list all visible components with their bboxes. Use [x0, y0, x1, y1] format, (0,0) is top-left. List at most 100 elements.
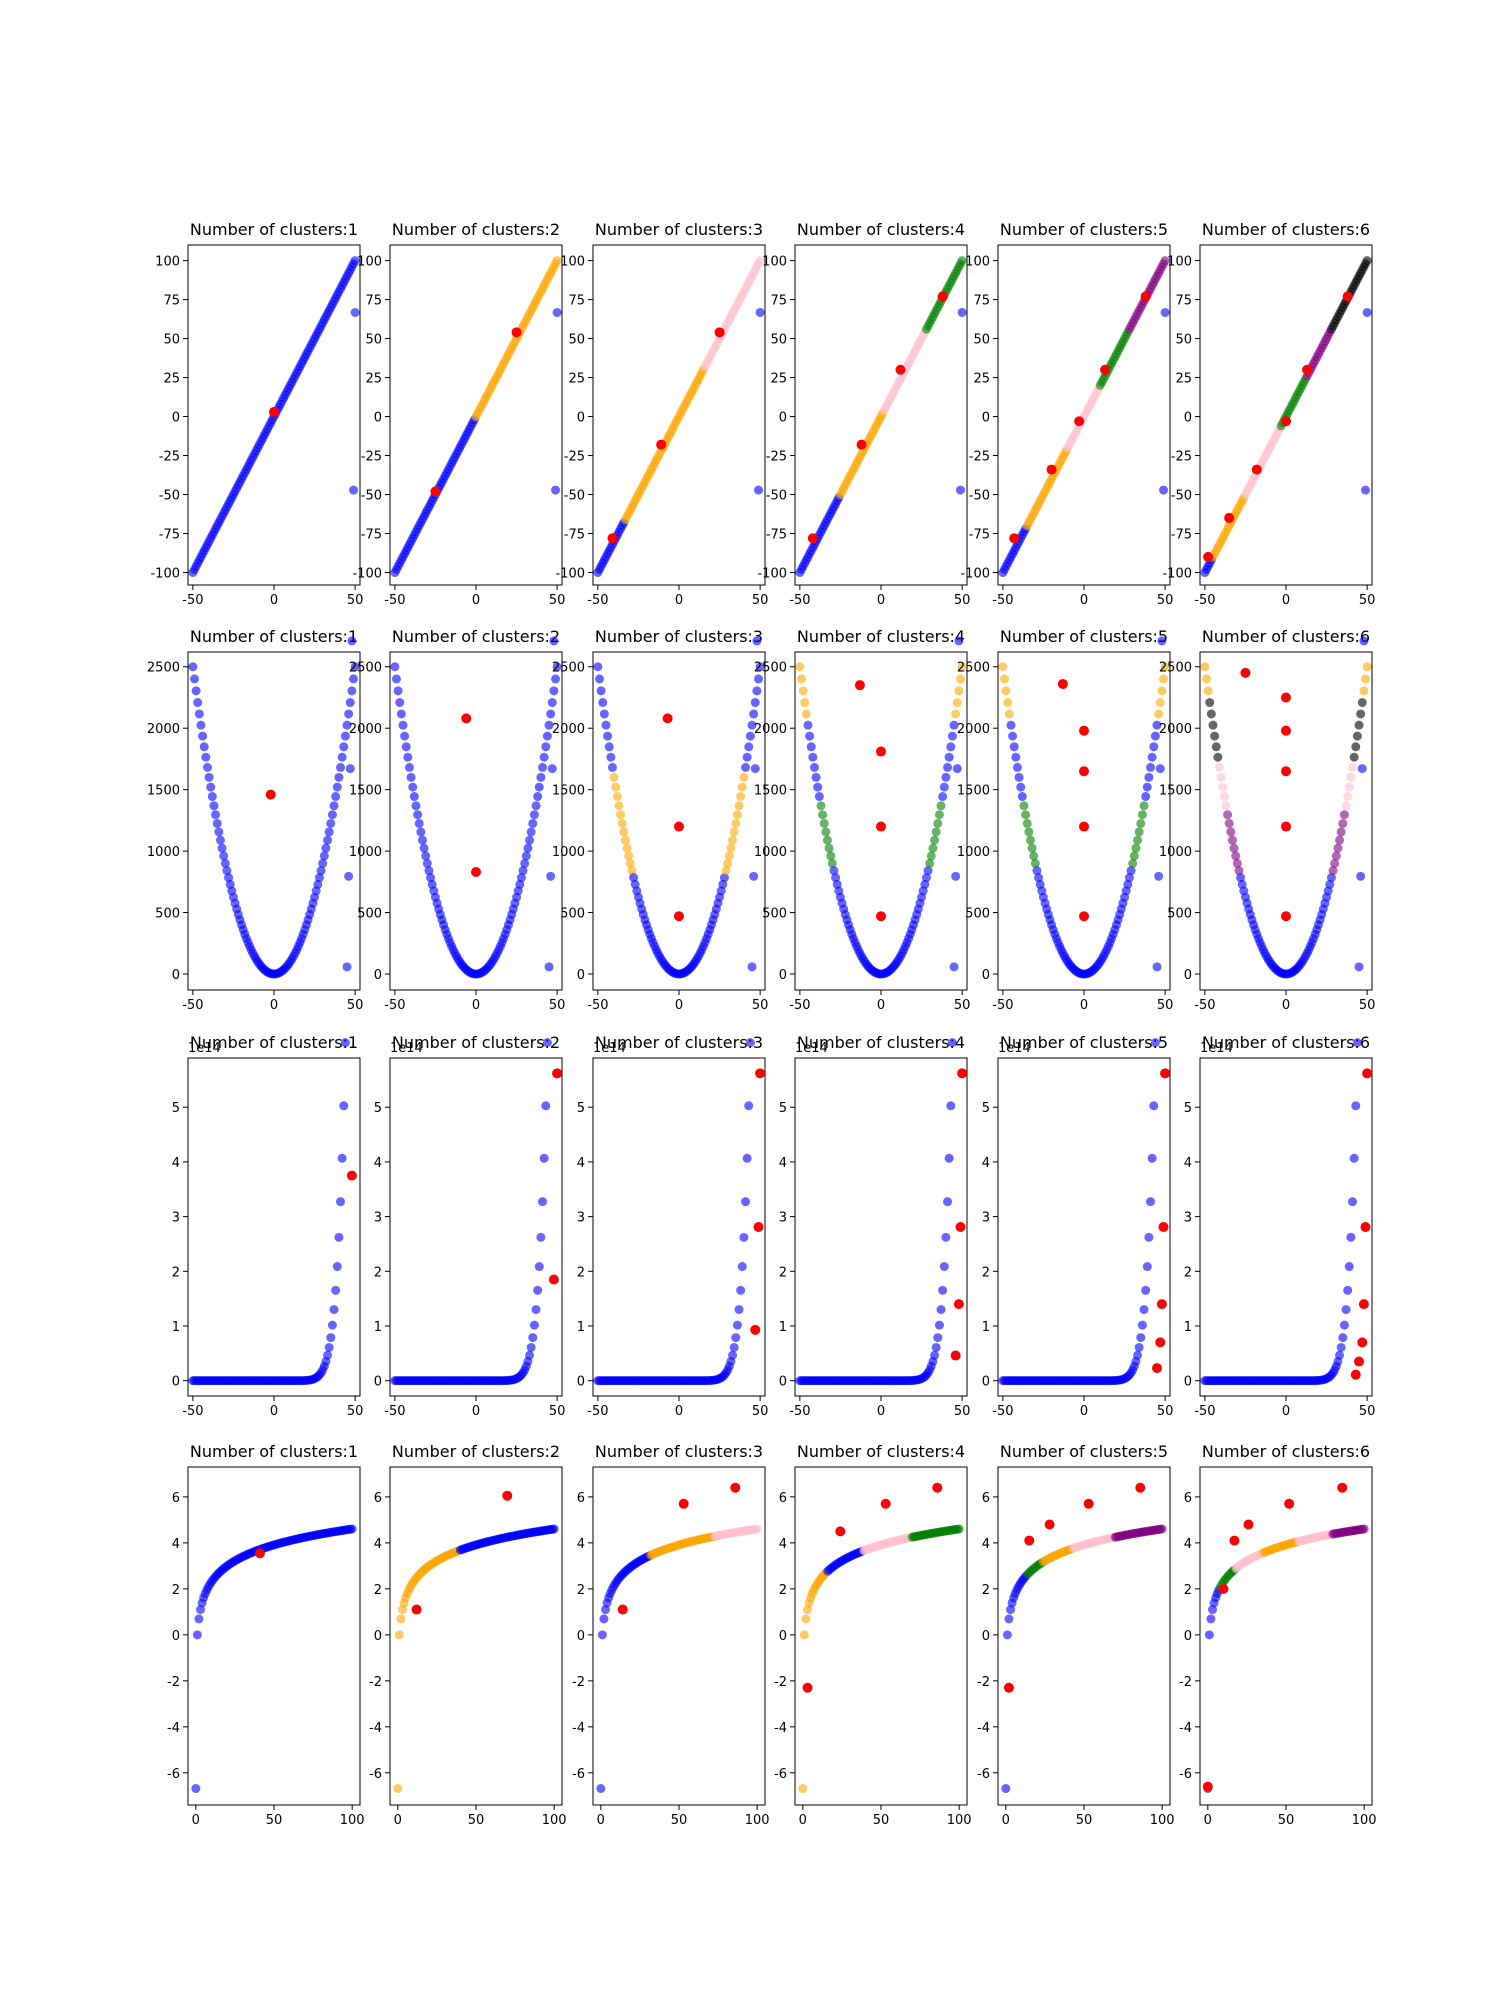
data-point	[1123, 879, 1133, 889]
data-point	[627, 866, 637, 876]
centroid-point	[1202, 1781, 1213, 1792]
y-tick-label: 0	[374, 411, 382, 426]
data-point	[334, 1232, 344, 1242]
x-tick-label: 100	[1352, 1813, 1377, 1828]
y-tick-label: 100	[1167, 255, 1192, 270]
data-point	[811, 772, 821, 782]
x-tick-label: 0	[1080, 1404, 1088, 1419]
y-tick-label: 1	[172, 1320, 180, 1335]
y-tick-label: 6	[172, 1491, 180, 1506]
centroid-point	[854, 680, 865, 691]
panel-title: Number of clusters:4	[797, 220, 965, 239]
data-point	[752, 686, 762, 696]
panel-r1-c4: Number of clusters:4 -50 0 50 -100 -75 -50 -25 0…	[757, 220, 970, 608]
y-tick-label: -100	[757, 567, 787, 582]
data-point	[736, 792, 746, 802]
y-tick-label: 75	[1175, 294, 1192, 309]
data-point	[596, 1784, 606, 1794]
centroid-point	[346, 1170, 357, 1181]
y-tick-label: 5	[172, 1101, 180, 1116]
y-offset-label: 1e14	[795, 1041, 828, 1056]
data-point	[398, 720, 408, 730]
y-tick-label: 2	[374, 1265, 382, 1280]
data-point	[1155, 698, 1165, 708]
data-point	[340, 1038, 350, 1048]
data-point	[1335, 1350, 1345, 1360]
centroid-point	[1337, 1482, 1348, 1493]
data-point	[921, 873, 931, 883]
y-tick-label: 2	[779, 1583, 787, 1598]
x-tick-label: 50	[1359, 1404, 1376, 1419]
data-point	[390, 662, 400, 672]
data-point	[755, 662, 765, 672]
data-point	[1017, 792, 1027, 802]
y-tick-label: 25	[770, 372, 787, 387]
data-point	[818, 810, 828, 820]
data-point	[1133, 835, 1143, 845]
data-point	[191, 1784, 201, 1794]
y-tick-label: 3	[374, 1211, 382, 1226]
data-point	[1004, 1614, 1014, 1624]
panel-title: Number of clusters:6	[1202, 1033, 1370, 1052]
data-point	[336, 1197, 346, 1207]
data-point	[956, 485, 966, 495]
x-tick-label: 0	[675, 1404, 683, 1419]
data-point	[939, 1262, 949, 1272]
x-tick-label: -50	[182, 1404, 203, 1419]
data-point	[323, 1350, 333, 1360]
data-point	[956, 674, 966, 684]
data-point	[546, 871, 556, 881]
data-point	[347, 636, 357, 646]
data-point	[547, 764, 557, 774]
y-tick-label: 6	[374, 1491, 382, 1506]
data-point	[805, 731, 815, 741]
y-tick-label: 1000	[552, 845, 585, 860]
panel-title: Number of clusters:1	[190, 220, 358, 239]
data-point	[1152, 962, 1162, 972]
data-point	[1152, 720, 1162, 730]
data-point	[1325, 879, 1335, 889]
panel-title: Number of clusters:3	[595, 1033, 763, 1052]
data-point	[396, 1614, 406, 1624]
data-point	[599, 1614, 609, 1624]
data-point	[601, 720, 611, 730]
y-tick-label: 500	[965, 907, 990, 922]
data-points	[188, 307, 360, 1386]
data-point	[625, 858, 635, 868]
centroid-point	[730, 1482, 741, 1493]
y-tick-label: 100	[560, 255, 585, 270]
centroid-point	[656, 439, 667, 450]
data-point	[798, 686, 808, 696]
y-tick-label: 0	[1184, 968, 1192, 983]
data-point	[422, 858, 432, 868]
panel-r2-c2: Number of clusters:2-50 0 5005001000150020…	[349, 627, 565, 1013]
panel-title: Number of clusters:6	[1202, 627, 1370, 646]
data-point	[750, 764, 760, 774]
y-tick-label: 6	[982, 1491, 990, 1506]
centroid-point	[1158, 1222, 1169, 1232]
x-tick-label: 50	[549, 593, 566, 608]
data-point	[1160, 256, 1170, 266]
centroid-point	[1362, 1068, 1373, 1079]
data-point	[534, 782, 544, 792]
data-point	[192, 1630, 202, 1640]
x-tick-label: -50	[182, 593, 203, 608]
data-point	[1351, 1101, 1361, 1111]
panel-title: Number of clusters:4	[797, 627, 965, 646]
data-point	[534, 1262, 544, 1272]
data-point	[752, 636, 762, 646]
y-tick-label: 0	[779, 411, 787, 426]
data-point	[525, 1350, 535, 1360]
panel-title: Number of clusters:5	[1000, 220, 1168, 239]
data-point	[314, 873, 324, 883]
data-point	[821, 827, 831, 837]
x-tick-label: 50	[549, 998, 566, 1013]
y-tick-label: 0	[577, 968, 585, 983]
y-tick-label: 0	[172, 411, 180, 426]
data-point	[951, 709, 961, 719]
x-tick-label: 50	[954, 593, 971, 608]
centroid-point	[1281, 766, 1291, 777]
y-tick-label: 50	[568, 333, 585, 348]
y-tick-label: 0	[172, 1629, 180, 1644]
